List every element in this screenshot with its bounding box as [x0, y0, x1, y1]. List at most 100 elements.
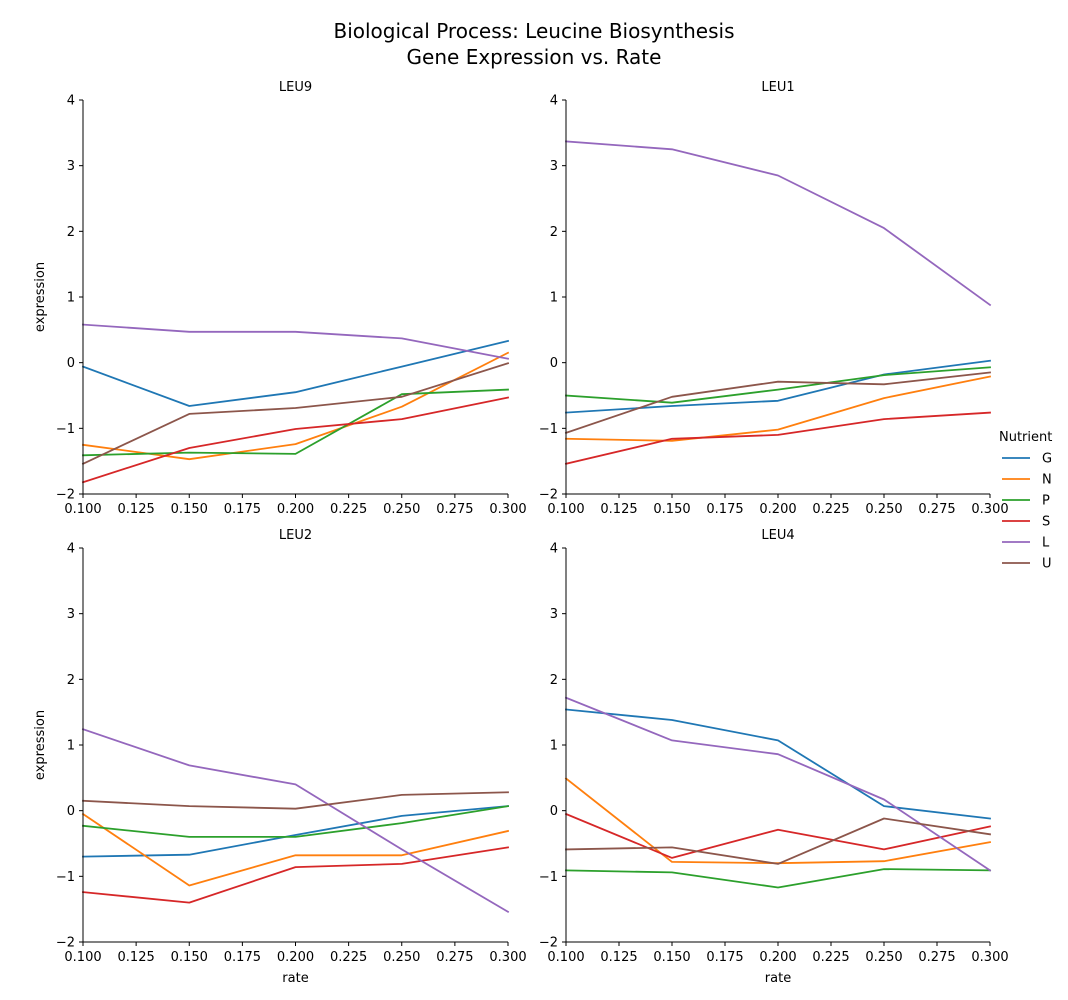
series-line-u: [82, 791, 509, 810]
x-tick-label: 0.125: [600, 502, 637, 517]
y-tick-label: −2: [56, 488, 75, 503]
x-tick-label: 0.125: [600, 950, 637, 965]
x-tick-label: 0.100: [64, 502, 101, 517]
y-tick-label: 2: [550, 673, 558, 688]
x-tick-label: 0.150: [653, 502, 690, 517]
series-line-g: [82, 805, 509, 858]
x-tick-label: 0.175: [224, 502, 261, 517]
series-line-u: [564, 371, 991, 435]
y-tick-label: 0: [67, 356, 75, 371]
x-axis-label: rate: [765, 971, 791, 986]
x-tick-label: 0.275: [436, 950, 473, 965]
x-tick-label: 0.175: [706, 502, 743, 517]
panel-leu1: LEU1 0.100 0.125 0.150 0.175 0.200 0.225 0.250 0…: [539, 80, 1009, 517]
y-tick-label: 1: [550, 739, 558, 754]
y-tick-label: −1: [539, 870, 558, 885]
y-tick-label: 3: [550, 607, 558, 622]
chart-title: Biological Process: Leucine Biosynthesis…: [0, 18, 1068, 70]
y-tick-label: 1: [67, 739, 75, 754]
x-tick-label: 0.225: [812, 502, 849, 517]
x-tick-label: 0.125: [118, 950, 155, 965]
x-tick-label: 0.175: [224, 950, 261, 965]
legend-label-l: L: [1042, 536, 1050, 551]
x-tick-label: 0.150: [171, 502, 208, 517]
y-tick-label: 2: [67, 673, 75, 688]
panel-title: LEU1: [761, 80, 794, 95]
x-tick-label: 0.125: [118, 502, 155, 517]
x-tick-label: 0.100: [547, 950, 584, 965]
x-tick-label: 0.250: [383, 950, 420, 965]
series-line-s: [82, 846, 510, 904]
y-tick-label: 2: [67, 225, 75, 240]
y-tick-label: 2: [550, 225, 558, 240]
legend-label-p: P: [1042, 494, 1050, 509]
x-tick-label: 0.150: [171, 950, 208, 965]
x-tick-label: 0.275: [918, 950, 955, 965]
series-line-l: [82, 323, 510, 360]
panel-leu9: LEU9 0.100 0.125 0.150 0.175 0.200 0.225 0.250 0…: [33, 80, 527, 517]
y-tick-label: 0: [550, 804, 558, 819]
series-line-s: [81, 396, 510, 484]
x-tick-label: 0.300: [971, 950, 1008, 965]
panel-leu4: LEU4 0.100 0.125 0.150 0.175 0.200 0.225 0.250 0…: [539, 528, 1009, 986]
y-tick-label: 1: [550, 291, 558, 306]
series-line-g: [565, 359, 992, 414]
y-axis-label: expression: [33, 262, 48, 332]
panel-title: LEU9: [279, 80, 312, 95]
y-tick-label: 4: [67, 94, 75, 109]
legend-label-g: G: [1042, 452, 1052, 467]
x-axis-label: rate: [282, 971, 308, 986]
chart-title-line-1: Biological Process: Leucine Biosynthesis: [333, 19, 735, 43]
x-tick-label: 0.200: [759, 950, 796, 965]
series-line-p: [565, 366, 991, 404]
x-tick-label: 0.225: [330, 502, 367, 517]
y-tick-label: −2: [539, 936, 558, 951]
x-tick-label: 0.250: [383, 502, 420, 517]
series-line-g: [81, 339, 510, 407]
series-line-n: [564, 777, 992, 865]
legend-label-s: S: [1042, 515, 1050, 530]
y-tick-label: 4: [550, 94, 558, 109]
y-tick-label: −1: [56, 422, 75, 437]
x-tick-label: 0.300: [489, 502, 526, 517]
series-line-p: [82, 805, 510, 838]
y-tick-label: 4: [67, 542, 75, 557]
series-line-p: [565, 868, 991, 889]
series-line-l: [565, 140, 992, 307]
series-line-p: [82, 388, 509, 457]
series-line-n: [81, 351, 510, 461]
y-tick-label: 0: [550, 356, 558, 371]
x-tick-label: 0.225: [812, 950, 849, 965]
x-tick-label: 0.200: [277, 502, 314, 517]
x-tick-label: 0.275: [436, 502, 473, 517]
series-line-l: [564, 696, 992, 872]
y-tick-label: 3: [550, 159, 558, 174]
panel-title: LEU4: [761, 528, 794, 543]
x-tick-label: 0.200: [277, 950, 314, 965]
x-tick-label: 0.300: [489, 950, 526, 965]
x-tick-label: 0.100: [64, 950, 101, 965]
x-tick-label: 0.100: [547, 502, 584, 517]
y-tick-label: 0: [67, 804, 75, 819]
legend-label-u: U: [1042, 557, 1052, 572]
y-tick-label: −1: [539, 422, 558, 437]
panel-leu2: LEU2 0.100 0.125 0.150 0.175 0.200 0.225 0.250 0…: [33, 528, 527, 986]
y-tick-label: 4: [550, 542, 558, 557]
x-tick-label: 0.150: [653, 950, 690, 965]
panel-title: LEU2: [279, 528, 312, 543]
legend-label-n: N: [1042, 473, 1052, 488]
x-tick-label: 0.225: [330, 950, 367, 965]
series-line-g: [565, 708, 991, 820]
series-line-u: [81, 362, 510, 465]
series-line-n: [81, 812, 510, 887]
series-line-s: [564, 812, 992, 859]
series-line-l: [81, 728, 510, 914]
series-line-s: [564, 411, 991, 465]
x-tick-label: 0.250: [865, 502, 902, 517]
y-axis-label: expression: [33, 710, 48, 780]
x-tick-label: 0.300: [971, 502, 1008, 517]
x-tick-label: 0.250: [865, 950, 902, 965]
y-tick-label: −2: [539, 488, 558, 503]
